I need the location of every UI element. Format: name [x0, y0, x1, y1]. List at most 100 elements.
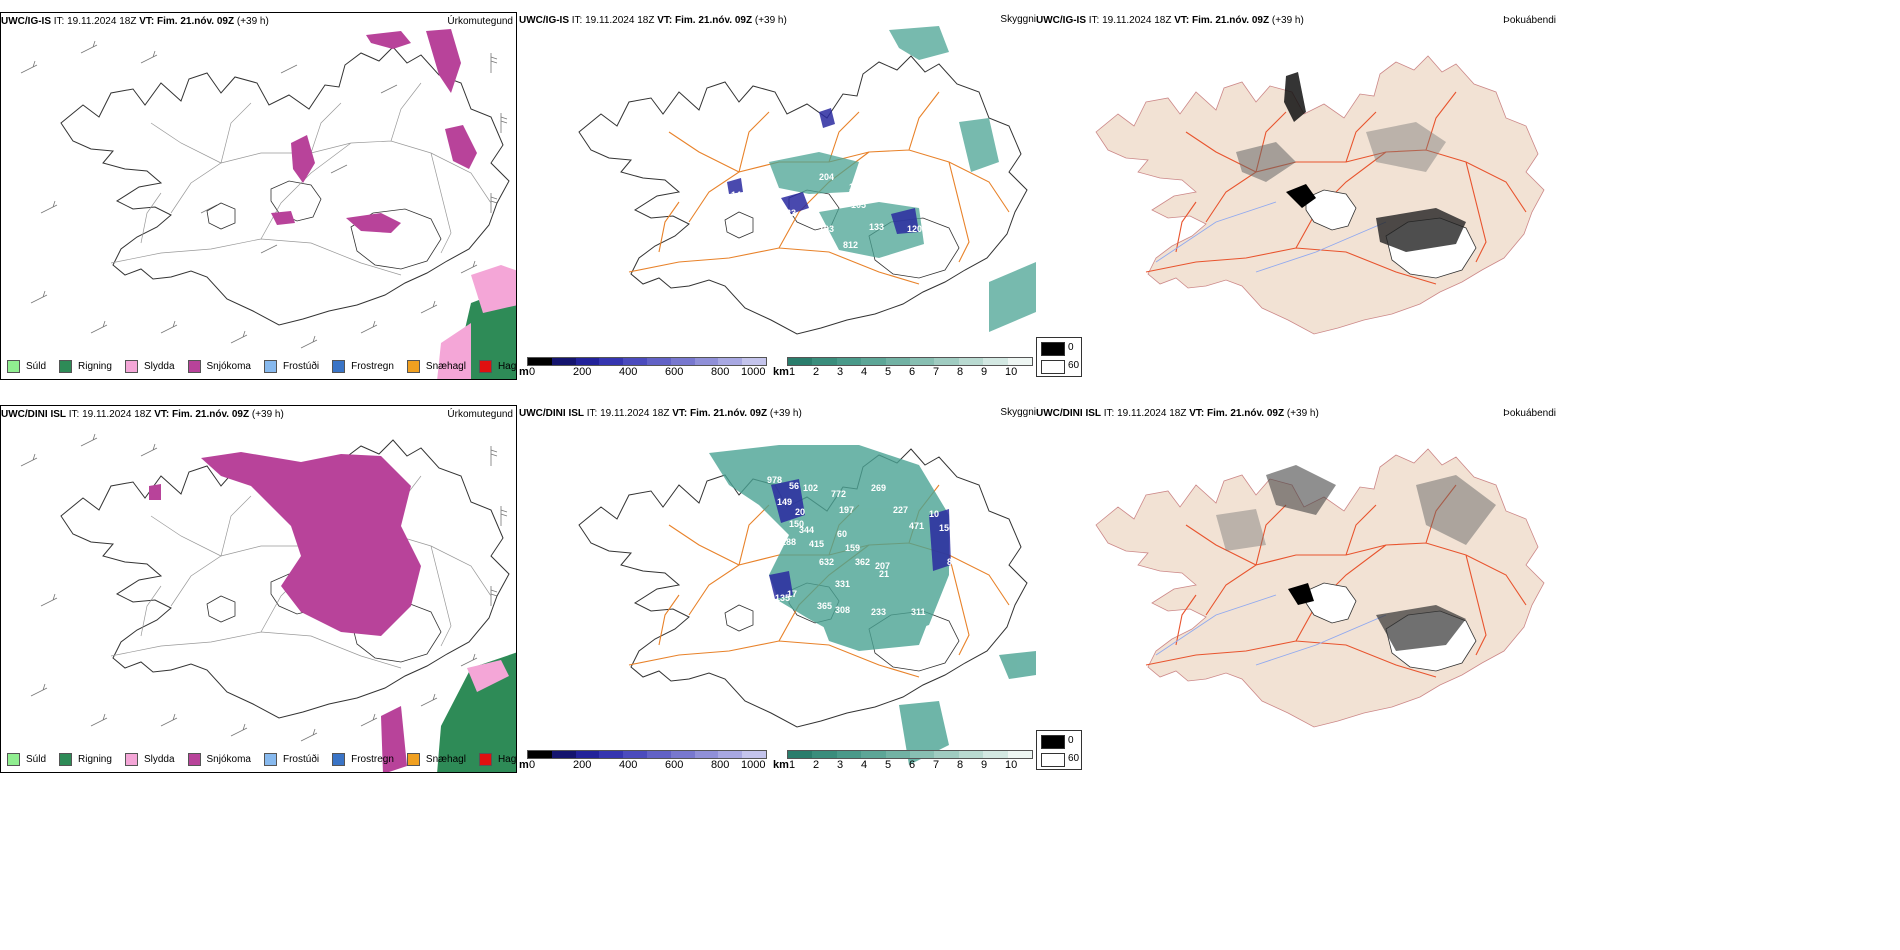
vt-value: Fim. 21.nóv. 09Z [157, 16, 235, 27]
visibility-tick: 8 [957, 759, 964, 771]
header-row2-fog: UWC/DINI ISL IT: 19.11.2024 18Z VT: Fim.… [1036, 408, 1319, 419]
vt-value: Fim. 21.nóv. 09Z [1207, 408, 1285, 419]
ceiling-tick: 800 [711, 366, 730, 378]
legend-item: Snæhagl [406, 360, 466, 373]
panel-title-sky: Skyggni [1000, 14, 1036, 25]
visibility-tick: 10 [1005, 366, 1018, 378]
ceiling-value-label: 156 [939, 523, 954, 533]
legend-item: Súld [7, 360, 46, 373]
header-row1-sky: UWC/IG-IS IT: 19.11.2024 18Z VT: Fim. 21… [519, 15, 787, 26]
visibility-tick: 9 [981, 759, 988, 771]
visibility-tick: 4 [861, 366, 868, 378]
ceiling-value-label: 772 [831, 489, 846, 499]
vt-value: Fim. 21.nóv. 09Z [1192, 15, 1270, 26]
ceiling-value-label: 150 [789, 519, 804, 529]
visibility-unit: km [773, 366, 789, 378]
ceiling-value-label: 207 [875, 561, 890, 571]
header-row2-sky: UWC/DINI ISL IT: 19.11.2024 18Z VT: Fim.… [519, 408, 802, 419]
ceiling-value-label: 311 [911, 607, 926, 617]
ceiling-value-label: 269 [871, 483, 886, 493]
legend-item: Snæhagl [406, 753, 466, 766]
legend-item: Snjókoma [187, 753, 251, 766]
legend-item: Snjókoma [187, 360, 251, 373]
ceiling-value-label: 14 [731, 190, 741, 200]
visibility-scale: km 1 2 3 4 5 6 7 8 9 10 [773, 357, 1035, 379]
ceiling-areas [769, 479, 951, 599]
ceiling-value-label: 8 [947, 557, 952, 567]
panel-title-sky: Skyggni [1000, 407, 1036, 418]
header-row1: UWC/IG-IS IT: 19.11.2024 18Z VT: Fim. 21… [1, 16, 269, 27]
legend-item: Haglél [478, 360, 516, 373]
vt-label: VT: [1189, 408, 1205, 419]
ceiling-scale: m 0 200 400 600 800 1000 [519, 750, 769, 772]
visibility-areas [709, 445, 1036, 765]
precip-legend-row2: Súld Rigning Slydda Snjókoma Frostúði Fr… [7, 753, 516, 766]
legend-item: Frostregn [332, 753, 394, 766]
ceiling-tick: 400 [619, 366, 638, 378]
ceiling-value-label: 193 [819, 224, 834, 234]
ceiling-value-label: 11 [755, 174, 765, 184]
ceiling-areas [727, 108, 919, 234]
model-name: UWC/DINI ISL [519, 408, 584, 419]
ceiling-value-label: 102 [803, 483, 818, 493]
visibility-tick: 1 [789, 759, 796, 771]
rain-areas [437, 265, 516, 379]
model-name: UWC/DINI ISL [1036, 408, 1101, 419]
it-label: IT: [53, 16, 65, 27]
ceiling-value-label: 21 [879, 569, 889, 579]
snow-areas [271, 29, 477, 233]
legend-item: Rigning [59, 360, 112, 373]
fog-scale: 0 60 [1036, 337, 1082, 377]
fog-tick: 0 [1068, 342, 1074, 353]
precip-map-row1 [20, 29, 516, 379]
visibility-tick: 10 [1005, 759, 1018, 771]
ceiling-value-label: 120 [907, 224, 922, 234]
it-value: 19.11.2024 18Z [82, 409, 152, 420]
fog-map-row1 [1095, 55, 1545, 335]
visibility-scale: km 1 2 3 4 5 6 7 8 9 10 [773, 750, 1035, 772]
ceiling-value-label: 365 [817, 601, 832, 611]
ceiling-value-label: 188 [781, 537, 796, 547]
precip-panel-row1: UWC/IG-IS IT: 19.11.2024 18Z VT: Fim. 21… [0, 12, 517, 380]
it-value: 19.11.2024 18Z [67, 16, 137, 27]
ceiling-value-label: 204 [819, 172, 834, 182]
ceiling-value-label: 632 [819, 557, 834, 567]
precip-map-row2 [20, 433, 516, 772]
it-value: 19.11.2024 18Z [1102, 15, 1172, 26]
fog-panel-row1: UWC/IG-IS IT: 19.11.2024 18Z VT: Fim. 21… [1036, 12, 1556, 380]
visibility-tick: 5 [885, 366, 892, 378]
model-name: UWC/IG-IS [1036, 15, 1086, 26]
it-label: IT: [586, 408, 598, 419]
snow-areas [149, 452, 421, 772]
visibility-tick: 3 [837, 759, 844, 771]
rain-areas [437, 652, 516, 772]
visibility-tick: 5 [885, 759, 892, 771]
panel-title-precip: Úrkomutegund [447, 409, 513, 420]
header-row2: UWC/DINI ISL IT: 19.11.2024 18Z VT: Fim.… [1, 409, 284, 420]
visibility-tick: 8 [957, 366, 964, 378]
ceiling-value-label: 471 [909, 521, 924, 531]
panel-title-fog: Þokuábendi [1503, 408, 1556, 419]
ceiling-value-label: 10 [929, 509, 939, 519]
ceiling-value-label: 344 [799, 525, 814, 535]
it-label: IT: [1088, 15, 1100, 26]
ceiling-tick: 800 [711, 759, 730, 771]
ceiling-value-label: 56 [789, 481, 799, 491]
wind-barbs [20, 433, 508, 742]
ceiling-tick: 200 [573, 366, 592, 378]
vt-label: VT: [139, 16, 155, 27]
panel-title-fog: Þokuábendi [1503, 15, 1556, 26]
ceiling-value-label: 20 [795, 507, 805, 517]
vt-value: Fim. 21.nóv. 09Z [675, 15, 753, 26]
ceiling-value-label: 60 [837, 529, 847, 539]
fog-tick: 60 [1068, 753, 1080, 764]
ceiling-value-label: 20 [945, 593, 955, 603]
ceiling-tick: 200 [573, 759, 592, 771]
legend-item: Haglél [478, 753, 516, 766]
fog-panel-row2: UWC/DINI ISL IT: 19.11.2024 18Z VT: Fim.… [1036, 405, 1556, 773]
visibility-areas [769, 26, 1036, 332]
ceiling-value-label: 4 [737, 204, 742, 214]
vt-label: VT: [154, 409, 170, 420]
visibility-tick: 4 [861, 759, 868, 771]
